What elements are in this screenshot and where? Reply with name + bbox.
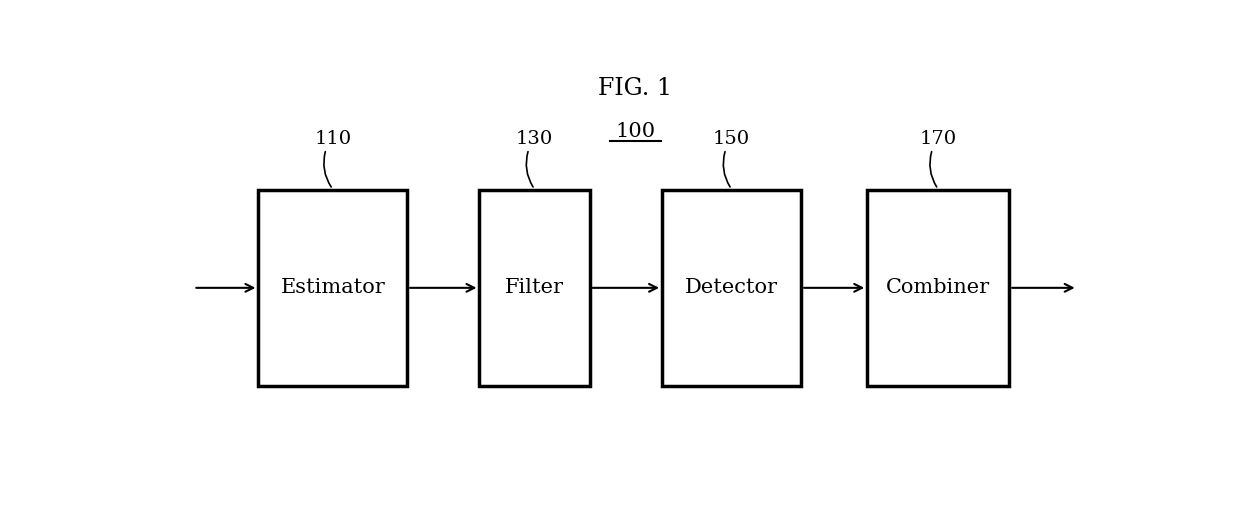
Bar bbox=[480, 190, 590, 386]
Text: 150: 150 bbox=[713, 130, 750, 148]
Text: Combiner: Combiner bbox=[887, 278, 991, 297]
Text: 110: 110 bbox=[314, 130, 351, 148]
Text: 170: 170 bbox=[920, 130, 957, 148]
Bar bbox=[662, 190, 801, 386]
Text: 100: 100 bbox=[615, 122, 656, 141]
Text: FIG. 1: FIG. 1 bbox=[599, 77, 672, 100]
Bar bbox=[867, 190, 1009, 386]
Text: 130: 130 bbox=[516, 130, 553, 148]
Text: Detector: Detector bbox=[684, 278, 779, 297]
Text: Filter: Filter bbox=[505, 278, 564, 297]
Bar bbox=[258, 190, 407, 386]
Text: Estimator: Estimator bbox=[280, 278, 386, 297]
